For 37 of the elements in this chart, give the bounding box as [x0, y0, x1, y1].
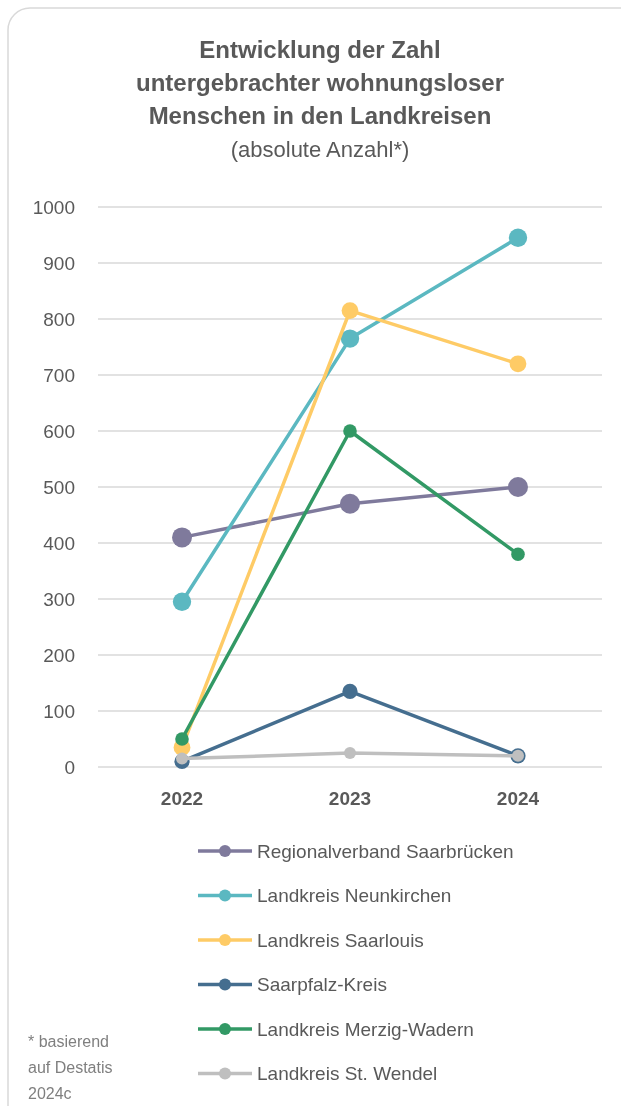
- chart-subtitle: (absolute Anzahl*): [230, 137, 410, 162]
- point: [176, 752, 188, 765]
- point: [344, 747, 356, 759]
- point: [172, 592, 192, 611]
- y-tick-label: 0: [64, 756, 75, 778]
- text: * basierend auf Destatis 2024c: [28, 1033, 113, 1102]
- y-tick-label: 300: [43, 588, 75, 610]
- y-tick-label: 1000: [32, 196, 75, 218]
- x-tick-label: 2024: [496, 788, 540, 809]
- point: [340, 329, 360, 348]
- legend-label: Landkreis St. Wendel: [257, 1063, 438, 1085]
- y-tick-label: 700: [43, 364, 75, 386]
- y-tick-label: 500: [43, 476, 75, 498]
- point: [172, 527, 192, 548]
- y-tick-label: 400: [43, 532, 75, 554]
- point: [508, 477, 528, 497]
- point: [511, 547, 525, 561]
- legend-label: Landkreis Neunkirchen: [257, 885, 452, 907]
- point: [340, 493, 360, 514]
- y-tick-label: 100: [43, 700, 75, 722]
- legend-label: Regionalverband Saarbrücken: [257, 840, 514, 862]
- point: [341, 302, 359, 319]
- y-tick-label: 600: [43, 420, 75, 442]
- point: [508, 228, 528, 247]
- point: [509, 355, 527, 373]
- legend-label: Landkreis Merzig-Wadern: [257, 1018, 474, 1040]
- legend-label: Landkreis Saarlouis: [257, 929, 424, 951]
- point: [342, 683, 358, 699]
- x-tick-label: 2023: [328, 788, 372, 809]
- legend-label: Saarpfalz-Kreis: [257, 974, 387, 996]
- chart-title: Entwicklung der Zahl untergebrachter wohnungsloser Menschen in den Landkreisen: [135, 36, 505, 129]
- y-tick-label: 900: [43, 252, 75, 274]
- point: [175, 732, 189, 746]
- y-tick-label: 800: [43, 308, 75, 330]
- point: [343, 424, 357, 438]
- x-tick-label: 2022: [160, 788, 204, 809]
- y-tick-label: 200: [43, 644, 75, 666]
